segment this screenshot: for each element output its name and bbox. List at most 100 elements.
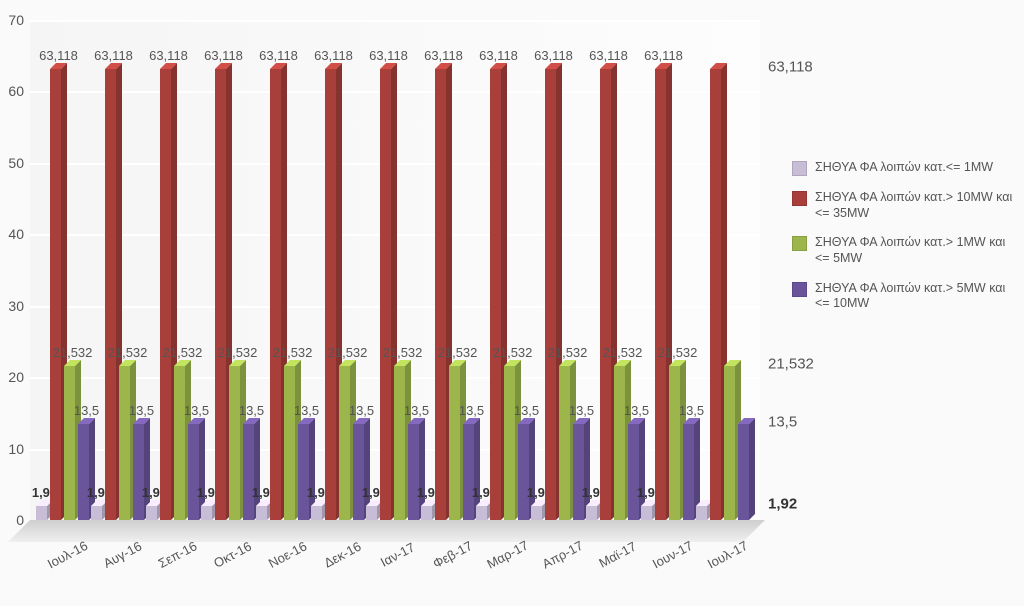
legend-swatch: [792, 236, 807, 251]
bar: [531, 506, 542, 520]
data-label: 13,5: [459, 403, 484, 418]
bar: [545, 69, 556, 520]
data-label: 63,118: [534, 48, 573, 63]
data-label: 63,118: [94, 48, 133, 63]
bar: [683, 424, 694, 520]
x-tick-label: Ιουλ-17: [705, 538, 750, 572]
bar: [476, 506, 487, 520]
bar: [724, 366, 735, 520]
legend-swatch: [792, 282, 807, 297]
bar: [696, 506, 707, 520]
legend-label: ΣΗΘΥΑ ΦΑ λοιπών κατ.> 1MW και <= 5MW: [815, 235, 1018, 266]
bar: [215, 69, 226, 520]
bar: [408, 424, 419, 520]
data-label: 21,532: [273, 345, 313, 360]
x-tick-label: Δεκ-16: [321, 539, 363, 571]
x-tick-label: Ιουν-17: [650, 538, 695, 572]
data-label: 63,118: [644, 48, 683, 63]
bar: [641, 506, 652, 520]
bar: [435, 69, 446, 520]
data-label: 21,532: [383, 345, 423, 360]
legend-label: ΣΗΘΥΑ ΦΑ λοιπών κατ.> 5MW και <= 10MW: [815, 281, 1018, 312]
data-label: 63,118: [259, 48, 298, 63]
bar: [504, 366, 515, 520]
x-tick-label: Οκτ-16: [211, 538, 254, 570]
legend-item: ΣΗΘΥΑ ΦΑ λοιπών κατ.<= 1MW: [792, 160, 1018, 176]
bar: [119, 366, 130, 520]
bar-groups: 1,9263,11821,53213,51,9263,11821,53213,5…: [30, 20, 760, 520]
data-label: 13,5: [679, 403, 704, 418]
data-label: 13,5: [569, 403, 594, 418]
data-label: 21,532: [493, 345, 533, 360]
bar: [573, 424, 584, 520]
bar: [339, 366, 350, 520]
bar: [394, 366, 405, 520]
bar: [146, 506, 157, 520]
right-data-label: 21,532: [768, 356, 814, 373]
x-tick-label: Μαϊ-17: [596, 539, 638, 571]
legend-label: ΣΗΘΥΑ ΦΑ λοιπών κατ.> 10MW και <= 35MW: [815, 190, 1018, 221]
y-tick-label: 20: [8, 369, 30, 385]
x-tick-label: Ιαν-17: [378, 539, 417, 569]
bar: [559, 366, 570, 520]
bar: [600, 69, 611, 520]
data-label: 63,118: [39, 48, 78, 63]
bar: [380, 69, 391, 520]
chart-floor: [8, 520, 765, 542]
legend-swatch: [792, 191, 807, 206]
data-label: 21,532: [438, 345, 478, 360]
bar: [490, 69, 501, 520]
bar: [353, 424, 364, 520]
x-tick-label: Νοε-16: [266, 538, 309, 571]
right-data-label: 13,5: [768, 413, 797, 430]
data-label: 63,118: [424, 48, 463, 63]
data-label: 21,532: [658, 345, 698, 360]
y-tick-label: 10: [8, 441, 30, 457]
legend-item: ΣΗΘΥΑ ΦΑ λοιπών κατ.> 10MW και <= 35MW: [792, 190, 1018, 221]
data-label: 13,5: [349, 403, 374, 418]
bar: [325, 69, 336, 520]
bar: [710, 69, 721, 520]
bar: [160, 69, 171, 520]
bar: [586, 506, 597, 520]
data-label: 13,5: [514, 403, 539, 418]
bar: [655, 69, 666, 520]
legend: ΣΗΘΥΑ ΦΑ λοιπών κατ.<= 1MW ΣΗΘΥΑ ΦΑ λοιπώ…: [792, 160, 1018, 326]
data-label: 21,532: [603, 345, 643, 360]
legend-item: ΣΗΘΥΑ ΦΑ λοιπών κατ.> 1MW και <= 5MW: [792, 235, 1018, 266]
right-data-label: 1,92: [768, 496, 797, 513]
data-label: 13,5: [184, 403, 209, 418]
bar: [421, 506, 432, 520]
x-tick-label: Φεβ-17: [430, 538, 475, 571]
chart-container: 010203040506070 1,9263,11821,53213,51,92…: [0, 0, 1024, 606]
bar: [738, 424, 749, 520]
bar: [243, 424, 254, 520]
legend-item: ΣΗΘΥΑ ΦΑ λοιπών κατ.> 5MW και <= 10MW: [792, 281, 1018, 312]
bar: [628, 424, 639, 520]
data-label: 13,5: [74, 403, 99, 418]
data-label: 13,5: [239, 403, 264, 418]
legend-swatch: [792, 161, 807, 176]
data-label: 21,532: [328, 345, 368, 360]
legend-label: ΣΗΘΥΑ ΦΑ λοιπών κατ.<= 1MW: [815, 160, 993, 176]
data-label: 13,5: [404, 403, 429, 418]
data-label: 21,532: [218, 345, 258, 360]
bar: [201, 506, 212, 520]
data-label: 21,532: [108, 345, 148, 360]
bar: [50, 69, 61, 520]
data-label: 13,5: [624, 403, 649, 418]
bar: [270, 69, 281, 520]
data-label: 13,5: [129, 403, 154, 418]
data-label: 63,118: [204, 48, 243, 63]
right-data-label: 63,118: [768, 59, 813, 76]
y-tick-label: 50: [8, 155, 30, 171]
bar: [449, 366, 460, 520]
bar: [463, 424, 474, 520]
data-label: 21,532: [53, 345, 93, 360]
y-tick-label: 40: [8, 226, 30, 242]
bar: [91, 506, 102, 520]
data-label: 13,5: [294, 403, 319, 418]
bar: [284, 366, 295, 520]
bar: [229, 366, 240, 520]
bar: [366, 506, 377, 520]
